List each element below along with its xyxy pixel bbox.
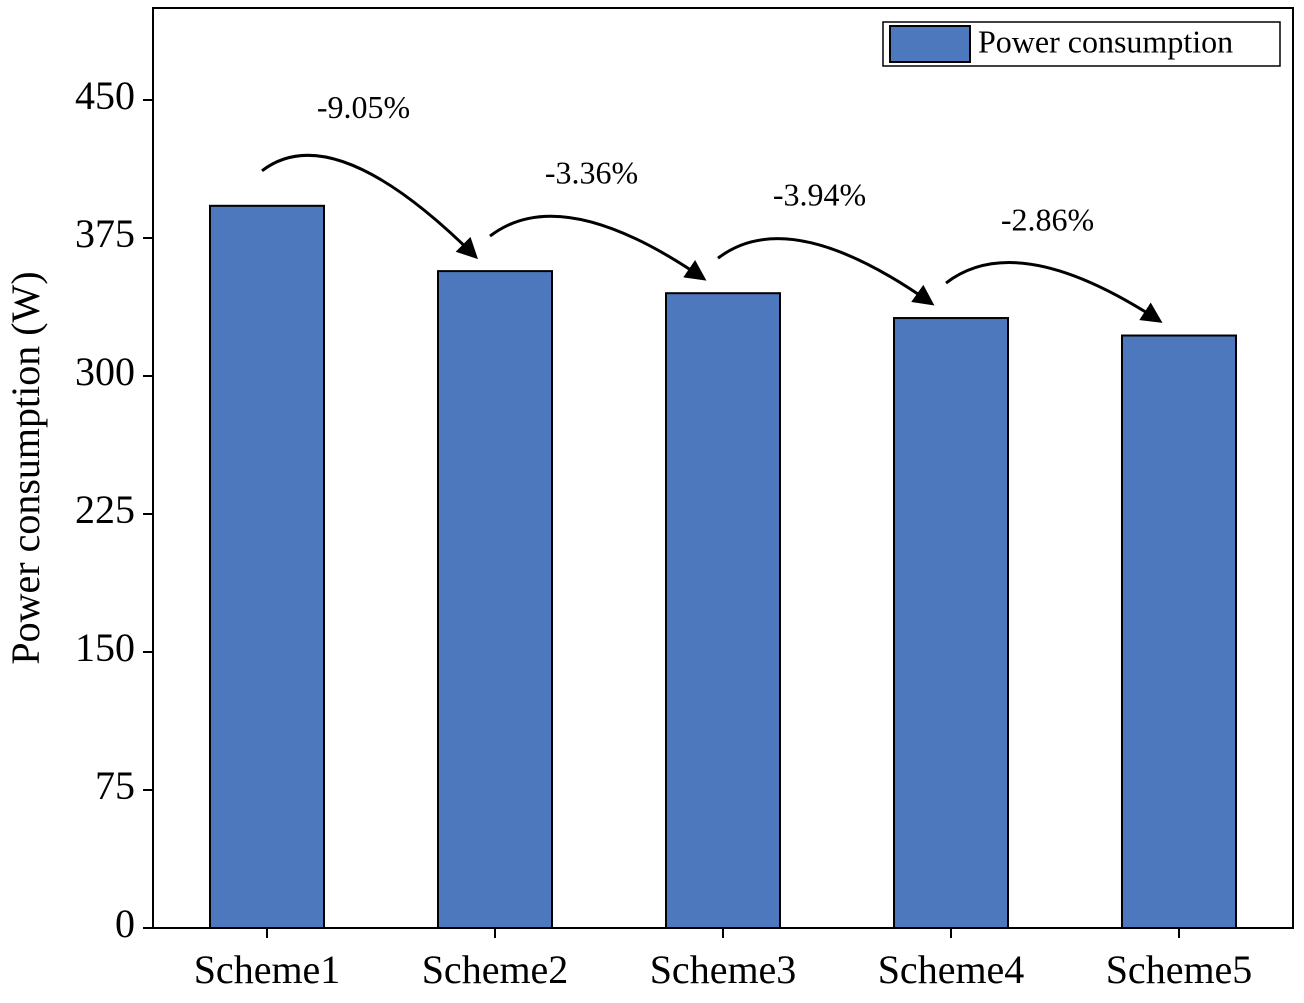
y-tick-label: 225: [75, 487, 135, 532]
annotation-label: -3.94%: [773, 177, 866, 213]
annotation-arrow: [945, 261, 1163, 323]
bar: [1121, 334, 1237, 929]
x-tick-label: Scheme3: [650, 947, 797, 992]
annotation-arrow: [717, 237, 935, 306]
annotation-arrow: [261, 153, 478, 260]
y-axis-label: Power consumption (W): [3, 271, 48, 664]
legend-label: Power consumption: [978, 23, 1233, 59]
y-tick-label: 150: [75, 625, 135, 670]
y-tick-label: 375: [75, 211, 135, 256]
y-tick-label: 0: [115, 901, 135, 946]
y-tick-label: 450: [75, 73, 135, 118]
bar: [893, 317, 1009, 930]
legend-swatch: [889, 25, 971, 63]
annotation-label: -9.05%: [317, 89, 410, 125]
bar: [665, 292, 781, 929]
x-tick-label: Scheme4: [878, 947, 1025, 992]
x-tick-label: Scheme1: [194, 947, 341, 992]
bar: [209, 204, 325, 930]
y-tick-label: 300: [75, 349, 135, 394]
y-tick-label: 75: [95, 763, 135, 808]
annotation-label: -3.36%: [545, 154, 638, 190]
x-tick-label: Scheme5: [1106, 947, 1253, 992]
bar: [437, 270, 553, 929]
annotation-arrow: [489, 214, 707, 281]
x-tick-label: Scheme2: [422, 947, 569, 992]
annotation-label: -2.86%: [1001, 201, 1094, 237]
plot-frame: [152, 7, 1294, 929]
